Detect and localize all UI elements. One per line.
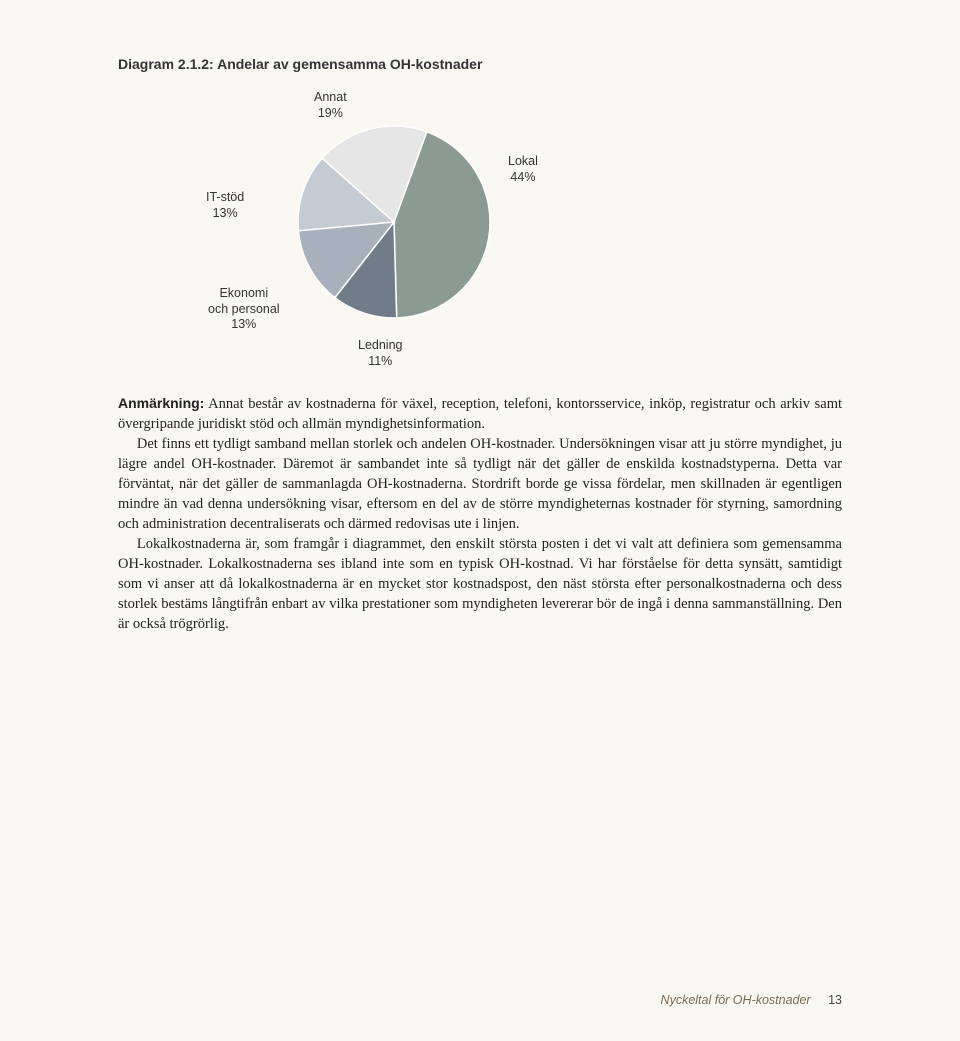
chart-title: Diagram 2.1.2: Andelar av gemensamma OH-… (118, 56, 842, 72)
pie-chart: Lokal 44% Ledning 11% Ekonomi och personal… (158, 86, 598, 366)
pie-label-ekonomi-och-personal: Ekonomi och personal 13% (208, 286, 280, 333)
paragraph-3: Lokalkostnaderna är, som framgår i diagr… (118, 534, 842, 634)
note-label: Anmärkning: (118, 395, 204, 411)
pie-label-ledning: Ledning 11% (358, 338, 403, 369)
pie-label-it-stöd: IT-stöd 13% (206, 190, 244, 221)
body-text: Anmärkning: Annat består av kostnaderna … (118, 394, 842, 634)
pie-svg (294, 122, 494, 322)
pie-label-annat: Annat 19% (314, 90, 347, 121)
para1-text: Annat består av kostnaderna för växel, r… (118, 396, 842, 432)
footer-page-number: 13 (828, 993, 842, 1007)
pie-label-lokal: Lokal 44% (508, 154, 538, 185)
page-footer: Nyckeltal för OH-kostnader 13 (661, 993, 842, 1007)
footer-title: Nyckeltal för OH-kostnader (661, 993, 811, 1007)
paragraph-2: Det finns ett tydligt samband mellan sto… (118, 434, 842, 534)
paragraph-note: Anmärkning: Annat består av kostnaderna … (118, 394, 842, 434)
